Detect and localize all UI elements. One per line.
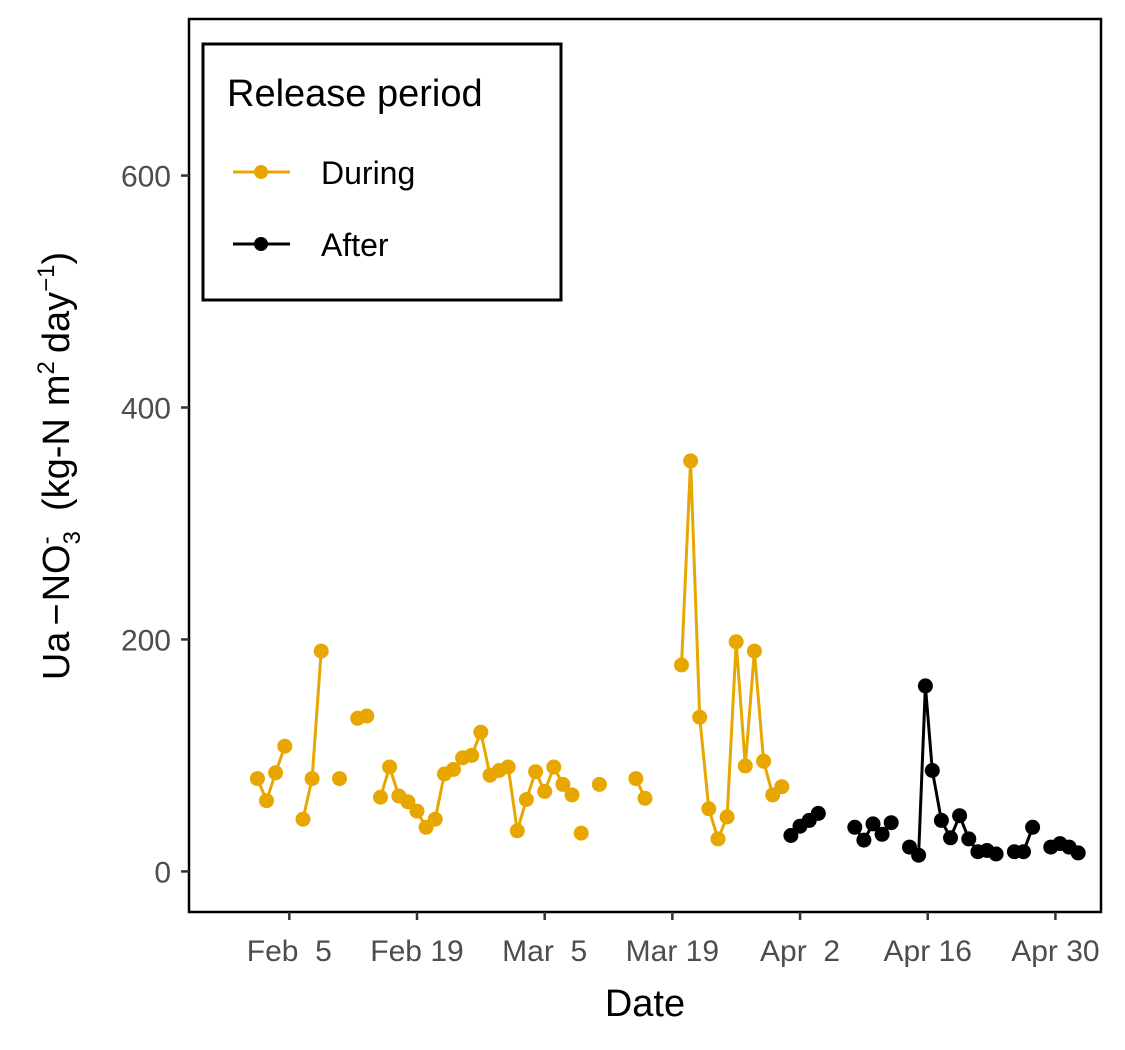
data-point-during [268, 765, 284, 781]
data-point-after [933, 812, 949, 828]
x-tick-label: Apr 2 [760, 935, 840, 968]
data-point-during [728, 634, 744, 650]
data-point-during [332, 771, 347, 787]
data-point-after [883, 815, 899, 831]
data-point-during [756, 753, 772, 769]
data-point-during [719, 809, 735, 825]
data-point-after [1070, 845, 1086, 861]
data-point-during [427, 811, 443, 827]
data-point-during [509, 823, 525, 839]
data-point-during [710, 831, 726, 847]
data-point-after [810, 805, 826, 821]
data-point-during [564, 787, 580, 803]
series-during [249, 453, 790, 847]
data-point-during [546, 759, 562, 775]
data-point-during [701, 801, 717, 817]
legend-key-during [233, 165, 290, 179]
data-point-after [924, 763, 940, 778]
data-point-during [537, 783, 553, 799]
data-point-during [359, 708, 375, 724]
data-point-during [683, 453, 699, 469]
data-point-during [382, 759, 398, 775]
data-point-during [591, 776, 607, 792]
data-point-during [277, 738, 293, 754]
legend: Release period During After [201, 42, 563, 302]
x-tick-label: Apr 30 [1011, 935, 1099, 968]
data-point-after [943, 830, 958, 846]
plot-panel-border [187, 17, 1103, 914]
data-point-after [917, 678, 933, 694]
data-point-during [737, 758, 753, 774]
data-point-during [409, 803, 425, 819]
data-point-during [473, 724, 489, 740]
data-point-during [373, 789, 388, 805]
data-point-after [1016, 844, 1031, 860]
data-point-during [628, 771, 644, 787]
data-point-during [313, 643, 329, 659]
data-point-during [400, 794, 416, 810]
data-point-after [961, 831, 977, 847]
y-tick-label: 400 [121, 393, 171, 426]
data-point-during [528, 764, 544, 780]
data-point-after [1025, 819, 1041, 835]
data-point-during [295, 811, 311, 827]
y-axis: 0 200 400 600 [121, 161, 189, 889]
y-tick-label: 0 [154, 856, 171, 889]
data-point-during [464, 747, 480, 763]
series-layer [249, 453, 1086, 863]
legend-marker-during [254, 165, 268, 179]
y-axis-title: Ua−NO-3(kg-Nm2day−1) [33, 252, 86, 680]
y-tick-label: 600 [121, 161, 171, 194]
x-axis-title: Date [605, 983, 685, 1025]
x-tick-label: Feb 5 [247, 935, 332, 968]
x-tick-label: Mar 5 [502, 935, 587, 968]
data-point-during [249, 771, 265, 787]
legend-key-after [233, 237, 290, 251]
data-point-during [637, 790, 653, 806]
data-point-after [911, 847, 927, 863]
data-point-during [304, 771, 320, 787]
data-point-during [555, 776, 571, 792]
data-point-after [865, 816, 881, 832]
legend-label-during: During [321, 155, 415, 191]
data-point-during [573, 825, 589, 841]
x-tick-label: Apr 16 [884, 935, 972, 968]
data-point-after [856, 832, 872, 848]
series-after [783, 678, 1086, 863]
legend-title: Release period [227, 73, 483, 115]
data-point-after [988, 846, 1004, 862]
x-tick-label: Mar 19 [626, 935, 719, 968]
data-point-during [674, 657, 689, 673]
data-point-during [259, 793, 274, 809]
data-point-after [874, 826, 890, 842]
data-point-during [518, 792, 534, 807]
x-tick-label: Feb 19 [370, 935, 463, 968]
x-axis: Feb 5 Feb 19 Mar 5 Mar 19 Apr 2 Apr 16 Apr 30 [247, 912, 1100, 968]
data-point-during [774, 779, 790, 795]
y-tick-label: 200 [121, 624, 171, 657]
data-point-after [847, 819, 863, 835]
data-point-during [500, 759, 516, 775]
data-point-during [692, 709, 708, 725]
data-point-after [783, 828, 799, 843]
legend-label-after: After [321, 227, 389, 263]
data-point-during [446, 761, 461, 777]
data-point-after [952, 808, 968, 824]
data-point-during [746, 643, 762, 659]
legend-marker-after [254, 237, 268, 251]
